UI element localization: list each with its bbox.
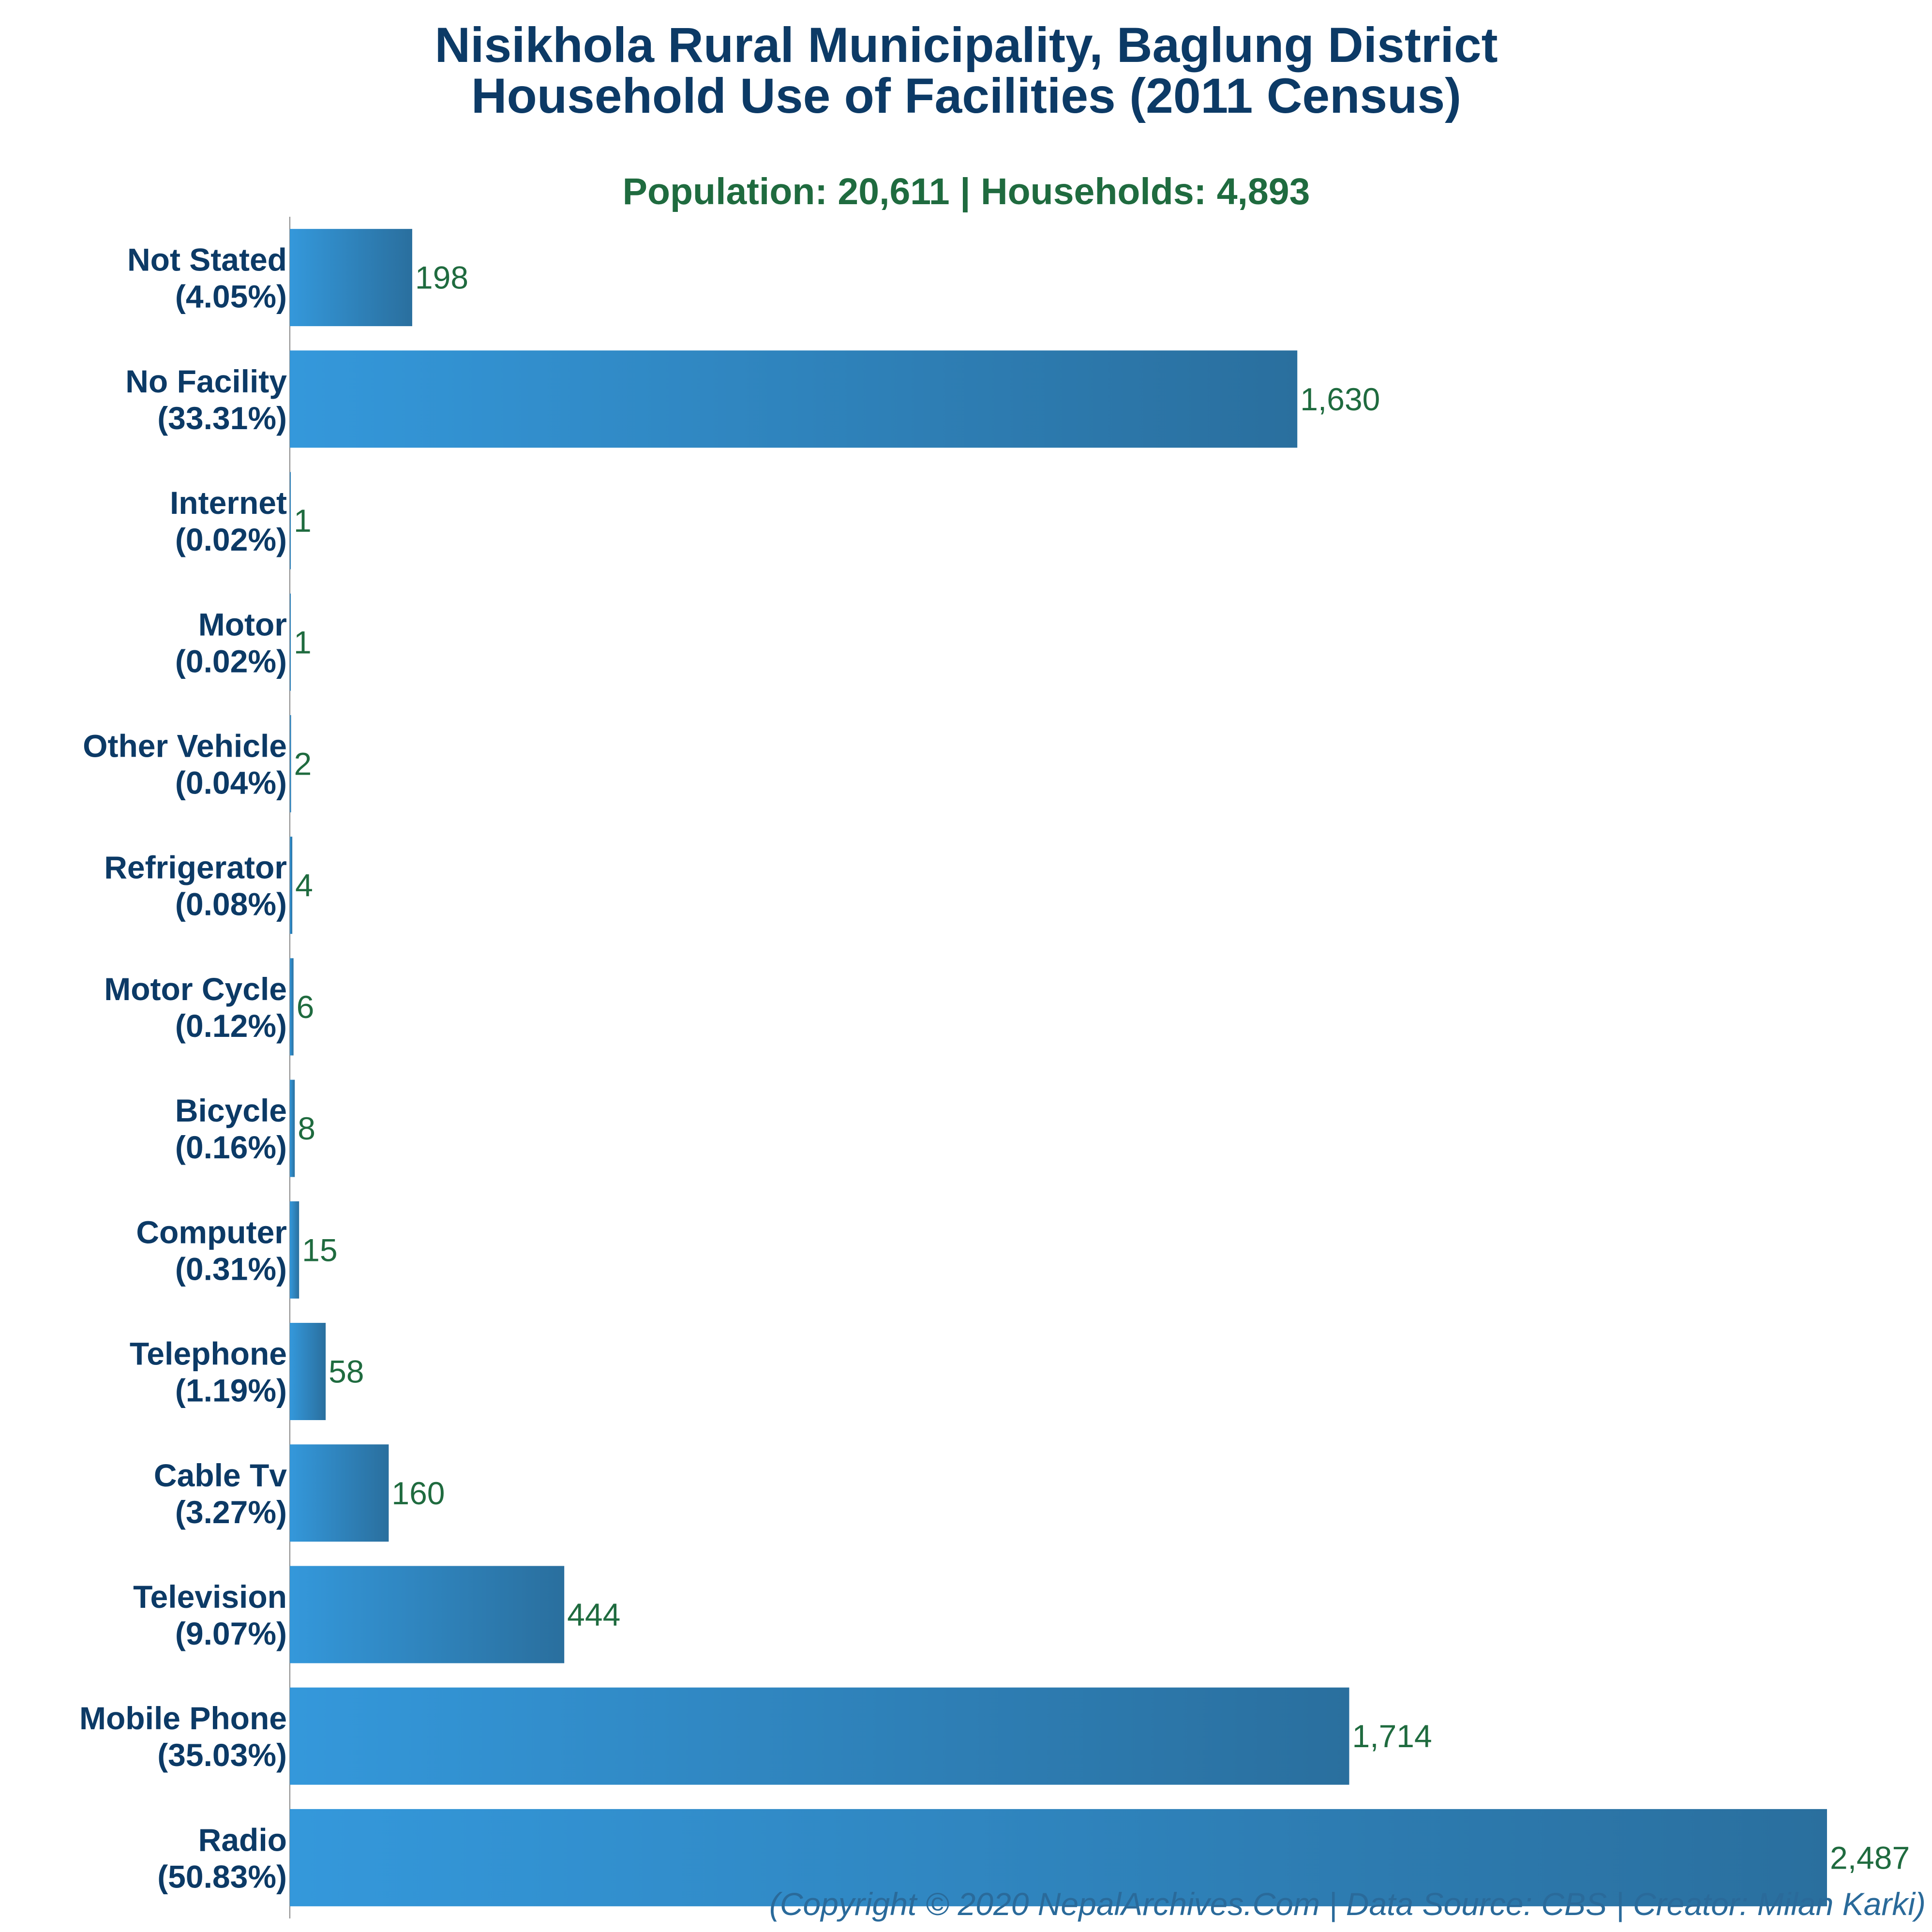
- category-percent-label: (9.07%): [175, 1616, 287, 1651]
- category-percent-label: (3.27%): [175, 1494, 287, 1530]
- bar-computer: [290, 1201, 300, 1299]
- bar-telephone: [290, 1323, 326, 1421]
- value-label: 198: [415, 260, 468, 296]
- bar-other-vehicle: [290, 715, 291, 812]
- category-percent-label: (35.03%): [157, 1737, 287, 1773]
- category-label: Telephone: [130, 1336, 287, 1372]
- value-label: 2: [294, 746, 312, 781]
- value-label: 1,630: [1300, 381, 1380, 417]
- category-percent-label: (0.08%): [175, 886, 287, 922]
- category-label: Bicycle: [175, 1093, 287, 1128]
- bar-cable-tv: [290, 1444, 389, 1542]
- bars-group: 198 Not Stated(4.05%) 1,630 No Facility(33.…: [79, 229, 1910, 1906]
- value-label: 1: [294, 624, 312, 660]
- category-percent-label: (0.16%): [175, 1129, 287, 1165]
- category-label: Television: [133, 1579, 287, 1615]
- value-label: 6: [297, 989, 315, 1025]
- bar-not-stated: [290, 229, 412, 327]
- value-label: 1,714: [1352, 1718, 1432, 1754]
- value-label: 160: [391, 1475, 445, 1511]
- bar-television: [290, 1566, 565, 1663]
- chart-subtitle: Population: 20,611 | Households: 4,893: [623, 171, 1310, 212]
- category-label: Not Stated: [127, 242, 287, 278]
- chart-title-line2: Household Use of Facilities (2011 Census…: [471, 68, 1461, 123]
- category-label: Radio: [198, 1822, 287, 1857]
- bar-bicycle: [290, 1079, 295, 1177]
- category-label: Internet: [170, 485, 287, 521]
- bar-radio: [290, 1809, 1827, 1906]
- value-label: 2,487: [1830, 1840, 1910, 1875]
- value-label: 15: [302, 1232, 337, 1268]
- category-percent-label: (50.83%): [157, 1858, 287, 1894]
- category-label: Other Vehicle: [83, 728, 287, 764]
- category-percent-label: (1.19%): [175, 1373, 287, 1408]
- category-percent-label: (0.02%): [175, 522, 287, 557]
- category-percent-label: (33.31%): [157, 400, 287, 436]
- category-percent-label: (0.12%): [175, 1008, 287, 1044]
- bar-mobile-phone: [290, 1687, 1349, 1785]
- bar-refrigerator: [290, 837, 293, 934]
- bar-internet: [290, 472, 291, 569]
- bar-motor: [290, 593, 291, 691]
- value-label: 1: [294, 503, 312, 539]
- category-label: Motor: [198, 606, 287, 642]
- category-label: Cable Tv: [154, 1457, 287, 1493]
- value-label: 4: [295, 868, 313, 903]
- category-percent-label: (0.02%): [175, 643, 287, 679]
- category-label: Computer: [136, 1214, 287, 1250]
- bar-no-facility: [290, 350, 1298, 448]
- category-label: Refrigerator: [104, 850, 287, 885]
- chart-title-line1: Nisikhola Rural Municipality, Baglung Di…: [434, 17, 1498, 73]
- value-label: 58: [329, 1354, 364, 1390]
- category-percent-label: (0.04%): [175, 764, 287, 800]
- bar-motor-cycle: [290, 958, 294, 1056]
- category-label: Motor Cycle: [104, 971, 287, 1007]
- category-percent-label: (4.05%): [175, 279, 287, 315]
- value-label: 8: [298, 1110, 315, 1146]
- category-label: Mobile Phone: [79, 1700, 287, 1736]
- category-percent-label: (0.31%): [175, 1251, 287, 1287]
- value-label: 444: [567, 1597, 620, 1632]
- chart-footer: (Copyright © 2020 NepalArchives.Com | Da…: [769, 1886, 1926, 1923]
- category-label: No Facility: [125, 363, 287, 399]
